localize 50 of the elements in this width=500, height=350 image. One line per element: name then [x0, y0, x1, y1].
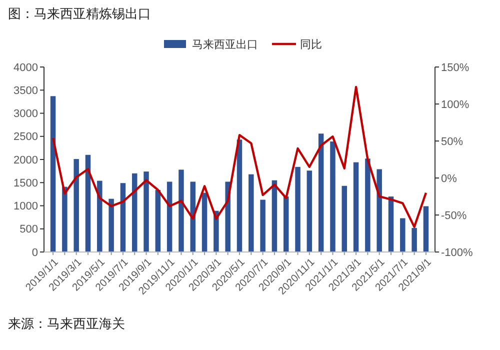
bar	[108, 198, 114, 252]
bar	[376, 169, 382, 252]
y2-tick-label: 150%	[441, 62, 470, 74]
y-tick-label: 500	[20, 224, 38, 236]
bar	[50, 96, 56, 252]
bar	[353, 162, 359, 252]
bar	[144, 172, 149, 252]
bar	[85, 154, 91, 252]
y-tick-label: 1000	[14, 200, 38, 213]
bar	[97, 180, 102, 252]
legend-label: 同比	[300, 38, 322, 51]
y2-tick-label: 100%	[441, 98, 470, 111]
bar	[236, 140, 242, 252]
bar	[330, 141, 336, 252]
bar	[306, 170, 312, 252]
bar	[178, 170, 184, 252]
bar	[272, 180, 278, 252]
bar	[248, 174, 254, 252]
y-tick-label: 1500	[14, 177, 38, 190]
y-tick-label: 3000	[14, 108, 38, 120]
bar	[120, 183, 126, 252]
y-tick-label: 3500	[14, 84, 38, 97]
y-tick-label: 2000	[14, 154, 38, 166]
bar	[423, 206, 429, 252]
bar	[400, 218, 406, 252]
bar	[412, 228, 417, 252]
source-note: 来源：马来西亚海关	[8, 316, 125, 331]
bar	[62, 186, 68, 252]
legend-label: 马来西亚出口	[192, 38, 258, 51]
y-tick-label: 2500	[14, 131, 38, 144]
y2-tick-label: 0%	[441, 172, 458, 185]
bar	[166, 182, 172, 252]
bar	[342, 186, 348, 252]
bar	[155, 190, 161, 252]
bar	[283, 196, 289, 252]
bar	[260, 200, 266, 252]
line-series	[52, 86, 428, 228]
bar	[295, 166, 300, 252]
y-tick-label: 0	[32, 246, 38, 259]
bar	[388, 196, 394, 252]
y2-tick-label: -100%	[441, 246, 474, 259]
y2-tick-label: 50%	[441, 136, 464, 148]
bar	[132, 173, 138, 252]
y-tick-label: 4000	[14, 62, 38, 74]
bar	[202, 192, 208, 252]
bar	[318, 134, 324, 252]
chart-title: 图：马来西亚精炼锡出口	[8, 6, 151, 21]
bar	[365, 158, 370, 252]
y2-tick-label: -50%	[441, 210, 467, 222]
bar	[74, 159, 79, 252]
